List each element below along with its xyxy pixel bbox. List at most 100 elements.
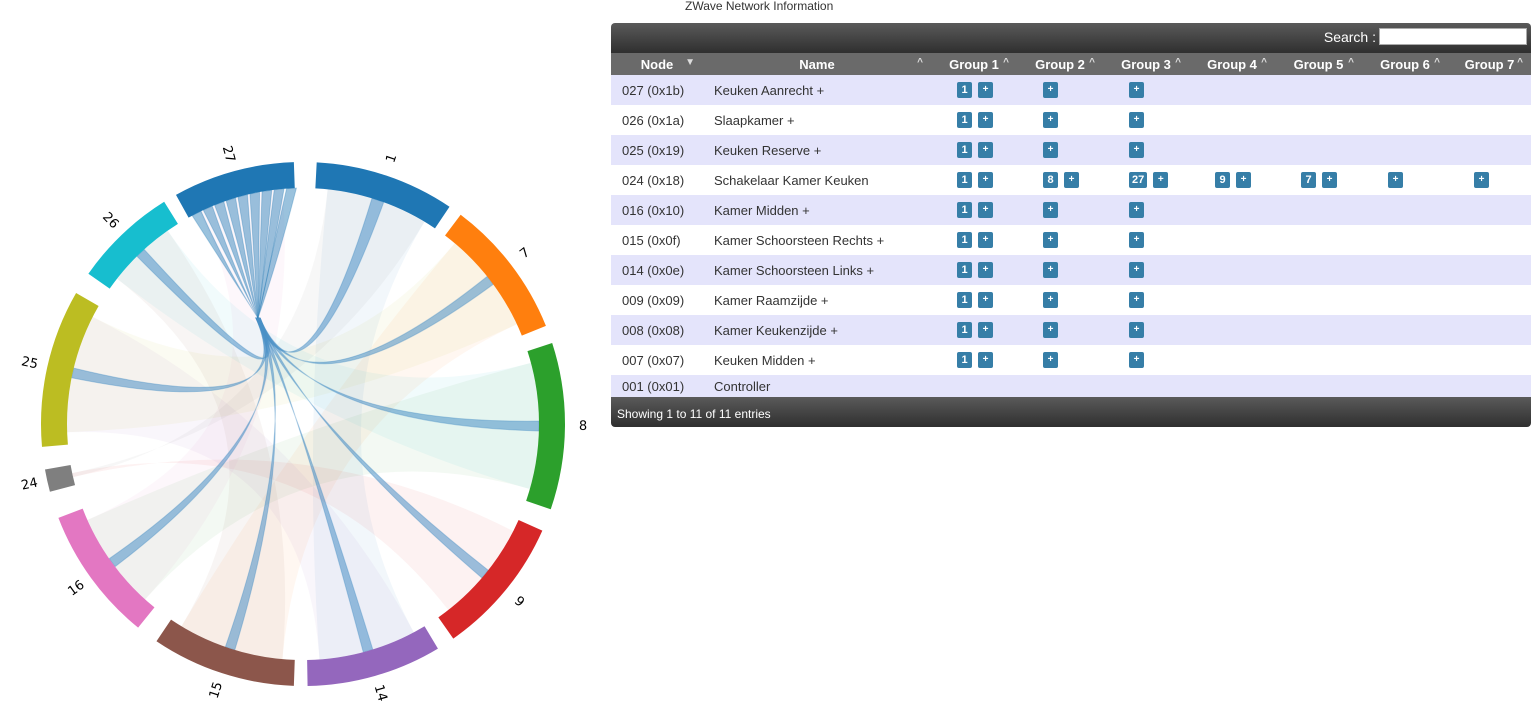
name-cell[interactable]: Kamer Raamzijde + <box>703 285 931 315</box>
add-group-member-button[interactable]: + <box>1129 112 1144 129</box>
column-header-group-5[interactable]: Group 5 ^ <box>1275 53 1362 75</box>
faint-ribbon <box>67 243 517 433</box>
column-header-name[interactable]: Name ^ <box>703 53 931 75</box>
group-1-cell: 1 + <box>931 165 1017 195</box>
add-group-member-button[interactable]: + <box>1153 172 1169 189</box>
add-group-member-button[interactable]: + <box>1043 82 1058 99</box>
name-cell[interactable]: Kamer Midden + <box>703 195 931 225</box>
name-cell[interactable]: Kamer Schoorsteen Links + <box>703 255 931 285</box>
chord-arc-8[interactable] <box>526 343 565 510</box>
group-member-badge[interactable]: 1 <box>957 322 972 339</box>
add-group-member-button[interactable]: + <box>1322 172 1337 189</box>
group-member-badge[interactable]: 1 <box>957 112 972 129</box>
chord-arc-24[interactable] <box>44 464 76 492</box>
add-group-member-button[interactable]: + <box>1388 172 1403 189</box>
name-cell[interactable]: Slaapkamer + <box>703 105 931 135</box>
name-cell[interactable]: Keuken Midden + <box>703 345 931 375</box>
group-member-badge[interactable]: 1 <box>957 292 972 309</box>
name-cell[interactable]: Schakelaar Kamer Keuken <box>703 165 931 195</box>
group-member-badge[interactable]: 7 <box>1301 172 1316 189</box>
column-header-node[interactable]: Node ▼ <box>611 53 703 75</box>
add-group-member-button[interactable]: + <box>1236 172 1251 189</box>
chord-arc-25[interactable] <box>41 293 99 447</box>
group-member-badge[interactable]: 9 <box>1215 172 1230 189</box>
name-cell[interactable]: Keuken Reserve + <box>703 135 931 165</box>
add-group-member-button[interactable]: + <box>978 352 993 369</box>
network-table-wrapper: Search : Node ▼ Name ^ Group 1 ^ Group 2 ^ Group… <box>611 23 1531 427</box>
group-3-cell: + <box>1103 195 1189 225</box>
column-header-label: Group 7 <box>1464 56 1515 72</box>
add-group-member-button[interactable]: + <box>1043 142 1058 159</box>
group-member-badge[interactable]: 1 <box>957 142 972 159</box>
add-group-member-button[interactable]: + <box>1043 202 1058 219</box>
table-row: 008 (0x08) Kamer Keukenzijde +1 + + + <box>611 315 1531 345</box>
column-header-group-3[interactable]: Group 3 ^ <box>1103 53 1189 75</box>
add-group-member-button[interactable]: + <box>1129 202 1144 219</box>
group-6-cell <box>1362 105 1448 135</box>
chord-arc-16[interactable] <box>58 508 155 628</box>
chord-label-25: 25 <box>20 354 39 372</box>
add-group-member-button[interactable]: + <box>978 112 993 129</box>
chord-label-26: 26 <box>99 210 121 232</box>
add-group-member-button[interactable]: + <box>1043 232 1058 249</box>
table-row: 016 (0x10) Kamer Midden +1 + + + <box>611 195 1531 225</box>
chord-arc-1[interactable] <box>315 162 450 229</box>
add-group-member-button[interactable]: + <box>978 232 993 249</box>
add-group-member-button[interactable]: + <box>978 292 993 309</box>
chord-arc-27[interactable] <box>175 162 295 218</box>
group-member-badge[interactable]: 1 <box>957 172 972 189</box>
group-4-cell <box>1189 255 1275 285</box>
column-header-group-7[interactable]: Group 7 ^ <box>1448 53 1531 75</box>
name-cell[interactable]: Kamer Keukenzijde + <box>703 315 931 345</box>
chord-arc-15[interactable] <box>156 619 295 686</box>
column-header-group-2[interactable]: Group 2 ^ <box>1017 53 1103 75</box>
group-member-badge[interactable]: 1 <box>957 262 972 279</box>
add-group-member-button[interactable]: + <box>1129 322 1144 339</box>
add-group-member-button[interactable]: + <box>1064 172 1079 189</box>
add-group-member-button[interactable]: + <box>1043 322 1058 339</box>
add-group-member-button[interactable]: + <box>1043 112 1058 129</box>
group-member-badge[interactable]: 1 <box>957 232 972 249</box>
name-cell[interactable]: Keuken Aanrecht + <box>703 75 931 105</box>
add-group-member-button[interactable]: + <box>978 202 993 219</box>
add-group-member-button[interactable]: + <box>978 262 993 279</box>
column-header-group-1[interactable]: Group 1 ^ <box>931 53 1017 75</box>
group-4-cell <box>1189 375 1275 397</box>
add-group-member-button[interactable]: + <box>1129 352 1144 369</box>
hub-fan-ribbon <box>191 210 259 319</box>
table-row: 026 (0x1a) Slaapkamer +1 + + + <box>611 105 1531 135</box>
column-header-group-6[interactable]: Group 6 ^ <box>1362 53 1448 75</box>
group-member-badge[interactable]: 27 <box>1129 172 1148 189</box>
add-group-member-button[interactable]: + <box>978 322 993 339</box>
group-3-cell: + <box>1103 105 1189 135</box>
add-group-member-button[interactable]: + <box>978 172 993 189</box>
name-cell[interactable]: Controller <box>703 375 931 397</box>
search-input[interactable] <box>1379 28 1527 45</box>
column-header-group-4[interactable]: Group 4 ^ <box>1189 53 1275 75</box>
add-group-member-button[interactable]: + <box>1129 232 1144 249</box>
group-member-badge[interactable]: 8 <box>1043 172 1058 189</box>
chord-arc-7[interactable] <box>445 214 546 336</box>
group-2-cell: + <box>1017 105 1103 135</box>
add-group-member-button[interactable]: + <box>1043 352 1058 369</box>
add-group-member-button[interactable]: + <box>978 82 993 99</box>
add-group-member-button[interactable]: + <box>1043 262 1058 279</box>
chord-arc-26[interactable] <box>88 201 178 289</box>
add-group-member-button[interactable]: + <box>1474 172 1489 189</box>
chord-arc-9[interactable] <box>438 519 543 639</box>
group-3-cell: + <box>1103 285 1189 315</box>
add-group-member-button[interactable]: + <box>978 142 993 159</box>
add-group-member-button[interactable]: + <box>1129 262 1144 279</box>
add-group-member-button[interactable]: + <box>1129 142 1144 159</box>
name-cell[interactable]: Kamer Schoorsteen Rechts + <box>703 225 931 255</box>
add-group-member-button[interactable]: + <box>1043 292 1058 309</box>
group-member-badge[interactable]: 1 <box>957 82 972 99</box>
group-2-cell <box>1017 375 1103 397</box>
group-5-cell <box>1275 75 1362 105</box>
group-member-badge[interactable]: 1 <box>957 352 972 369</box>
group-member-badge[interactable]: 1 <box>957 202 972 219</box>
chord-arc-14[interactable] <box>307 626 438 686</box>
add-group-member-button[interactable]: + <box>1129 292 1144 309</box>
group-4-cell <box>1189 225 1275 255</box>
add-group-member-button[interactable]: + <box>1129 82 1144 99</box>
